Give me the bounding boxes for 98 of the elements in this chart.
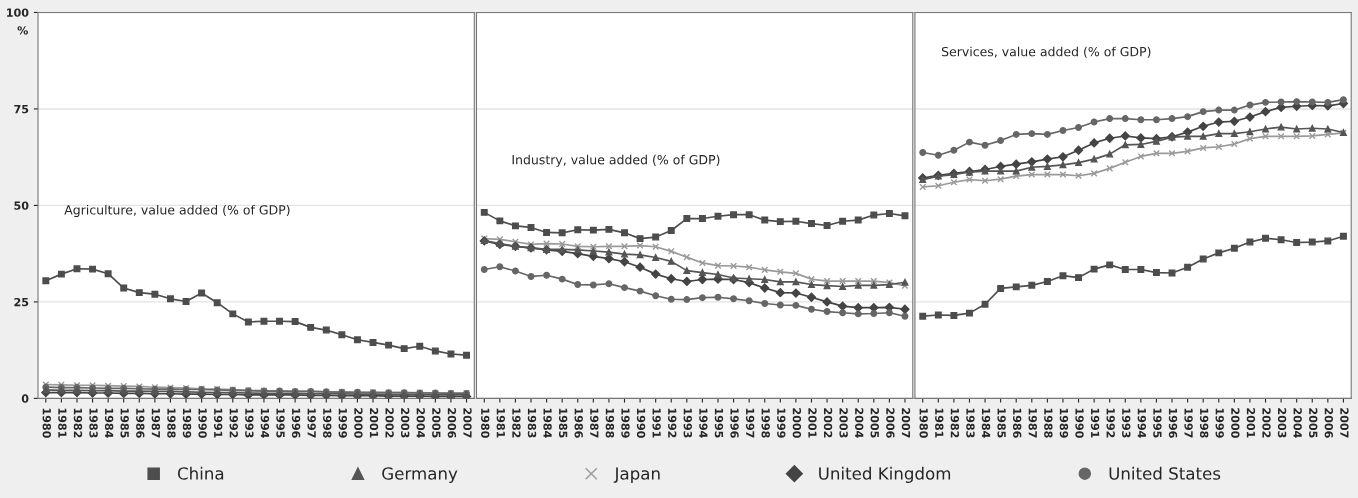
x-tick-label: 1997 xyxy=(745,408,755,438)
x-tick-label: 1989 xyxy=(182,408,192,438)
x-tick-label: 1993 xyxy=(245,408,254,438)
x-tick-label: 1985 xyxy=(558,408,568,438)
x-tick-label: 1999 xyxy=(1215,408,1224,438)
x-tick-label: 1991 xyxy=(213,408,223,438)
x-tick-label: 2007 xyxy=(463,408,472,438)
x-tick-label: 1999 xyxy=(338,408,348,438)
x-tick-label: 2007 xyxy=(901,408,911,438)
legend-label: United States xyxy=(1109,466,1221,480)
x-tick-label: 2001 xyxy=(369,408,379,438)
x-tick-label: 2002 xyxy=(1262,408,1271,438)
x-tick-label: 2000 xyxy=(354,408,363,438)
x-tick-label: 1982 xyxy=(950,408,960,438)
x-tick-label: 1988 xyxy=(605,408,615,438)
y-tick-label: 50 xyxy=(14,201,29,210)
x-tick-label: 2003 xyxy=(400,408,410,438)
x-tick-label: 1983 xyxy=(966,408,975,438)
x-tick-label: 1980 xyxy=(919,408,928,438)
x-tick-label: 1990 xyxy=(198,408,207,438)
x-tick-label: 1996 xyxy=(291,408,301,438)
x-tick-label: 1987 xyxy=(590,408,599,438)
x-tick-label: 2005 xyxy=(870,408,879,438)
x-tick-label: 1998 xyxy=(323,408,332,438)
x-tick-label: 1982 xyxy=(512,408,521,438)
x-tick-label: 1988 xyxy=(1044,408,1053,438)
y-tick-label: 75 xyxy=(14,105,29,114)
x-tick-label: 1994 xyxy=(260,408,270,438)
x-tick-label: 1983 xyxy=(89,408,98,438)
x-tick-label: 1980 xyxy=(42,408,51,438)
x-tick-label: 2001 xyxy=(808,408,817,438)
x-tick-label: 1986 xyxy=(574,408,583,438)
x-tick-label: 1993 xyxy=(1122,408,1131,438)
legend-label: United Kingdom xyxy=(819,466,951,483)
x-tick-label: 2000 xyxy=(1231,408,1240,438)
x-tick-label: 2004 xyxy=(855,408,864,438)
x-tick-label: 1981 xyxy=(935,408,944,438)
text: Services, value added (% of GDP) xyxy=(941,46,1151,58)
x-tick-label: 1986 xyxy=(136,408,145,438)
x-tick-label: 1992 xyxy=(1106,408,1115,438)
y-tick-label: 100 xyxy=(7,8,29,17)
x-tick-label: 1987 xyxy=(151,408,161,438)
x-tick-label: 1996 xyxy=(730,408,739,438)
x-tick-label: 1984 xyxy=(543,408,552,438)
x-tick-label: 1982 xyxy=(73,408,83,438)
x-tick-label: 1980 xyxy=(481,408,490,438)
x-tick-label: 2006 xyxy=(447,408,457,438)
x-tick-label: 1983 xyxy=(527,408,537,438)
x-tick-label: 1985 xyxy=(120,408,129,438)
x-tick-label: 1987 xyxy=(1028,408,1037,438)
x-tick-label: 2002 xyxy=(823,408,833,438)
x-tick-label: 2006 xyxy=(886,408,895,438)
x-tick-label: 1994 xyxy=(699,408,708,438)
legend-label: Japan xyxy=(613,467,660,483)
x-tick-label: 1995 xyxy=(1153,408,1162,438)
y-axis-title: % xyxy=(17,26,28,35)
text: Industry, value added (% of GDP) xyxy=(512,154,720,167)
x-tick-label: 2003 xyxy=(1277,408,1287,438)
x-tick-label: 1984 xyxy=(981,408,991,438)
x-tick-label: 1994 xyxy=(1137,408,1147,438)
x-tick-label: 1991 xyxy=(1090,408,1100,438)
x-tick-label: 2000 xyxy=(792,408,802,438)
x-tick-label: 2005 xyxy=(1309,408,1318,438)
x-tick-label: 1981 xyxy=(58,408,67,438)
y-tick-label: 25 xyxy=(14,297,29,307)
x-tick-label: 1992 xyxy=(229,408,238,438)
x-tick-label: 1998 xyxy=(1199,408,1209,438)
y-tick-label: 0 xyxy=(21,394,29,403)
x-tick-label: 2004 xyxy=(1293,408,1302,438)
x-tick-label: 1989 xyxy=(621,408,630,438)
x-tick-label: 1996 xyxy=(1168,408,1178,438)
x-tick-label: 2007 xyxy=(1340,408,1349,438)
x-tick-label: 1995 xyxy=(714,408,724,438)
x-tick-label: 1997 xyxy=(1184,408,1193,438)
text: Agriculture, value added (% of GDP) xyxy=(64,204,290,217)
x-tick-label: 1998 xyxy=(761,408,770,438)
x-tick-label: 1999 xyxy=(777,408,786,438)
x-tick-label: 1986 xyxy=(1012,408,1022,438)
x-tick-label: 1992 xyxy=(668,408,677,438)
x-tick-label: 1981 xyxy=(496,408,506,438)
legend-label: China xyxy=(177,466,224,480)
x-tick-label: 2002 xyxy=(385,408,394,438)
x-tick-label: 1988 xyxy=(167,408,176,438)
x-tick-label: 1995 xyxy=(276,408,285,438)
x-tick-label: 2001 xyxy=(1246,408,1256,438)
x-tick-label: 1985 xyxy=(997,408,1006,438)
x-tick-label: 2006 xyxy=(1324,408,1334,438)
x-tick-label: 1993 xyxy=(683,408,693,438)
x-tick-label: 2003 xyxy=(839,408,848,438)
x-tick-label: 2005 xyxy=(432,408,441,438)
x-tick-label: 1990 xyxy=(636,408,646,438)
x-tick-label: 1990 xyxy=(1075,408,1084,438)
x-tick-label: 1997 xyxy=(307,408,316,438)
x-tick-label: 1991 xyxy=(652,408,661,438)
x-tick-label: 1989 xyxy=(1059,408,1069,438)
x-tick-label: 2004 xyxy=(416,408,425,438)
x-tick-label: 1984 xyxy=(104,408,114,438)
legend-label: Germany xyxy=(382,467,458,483)
